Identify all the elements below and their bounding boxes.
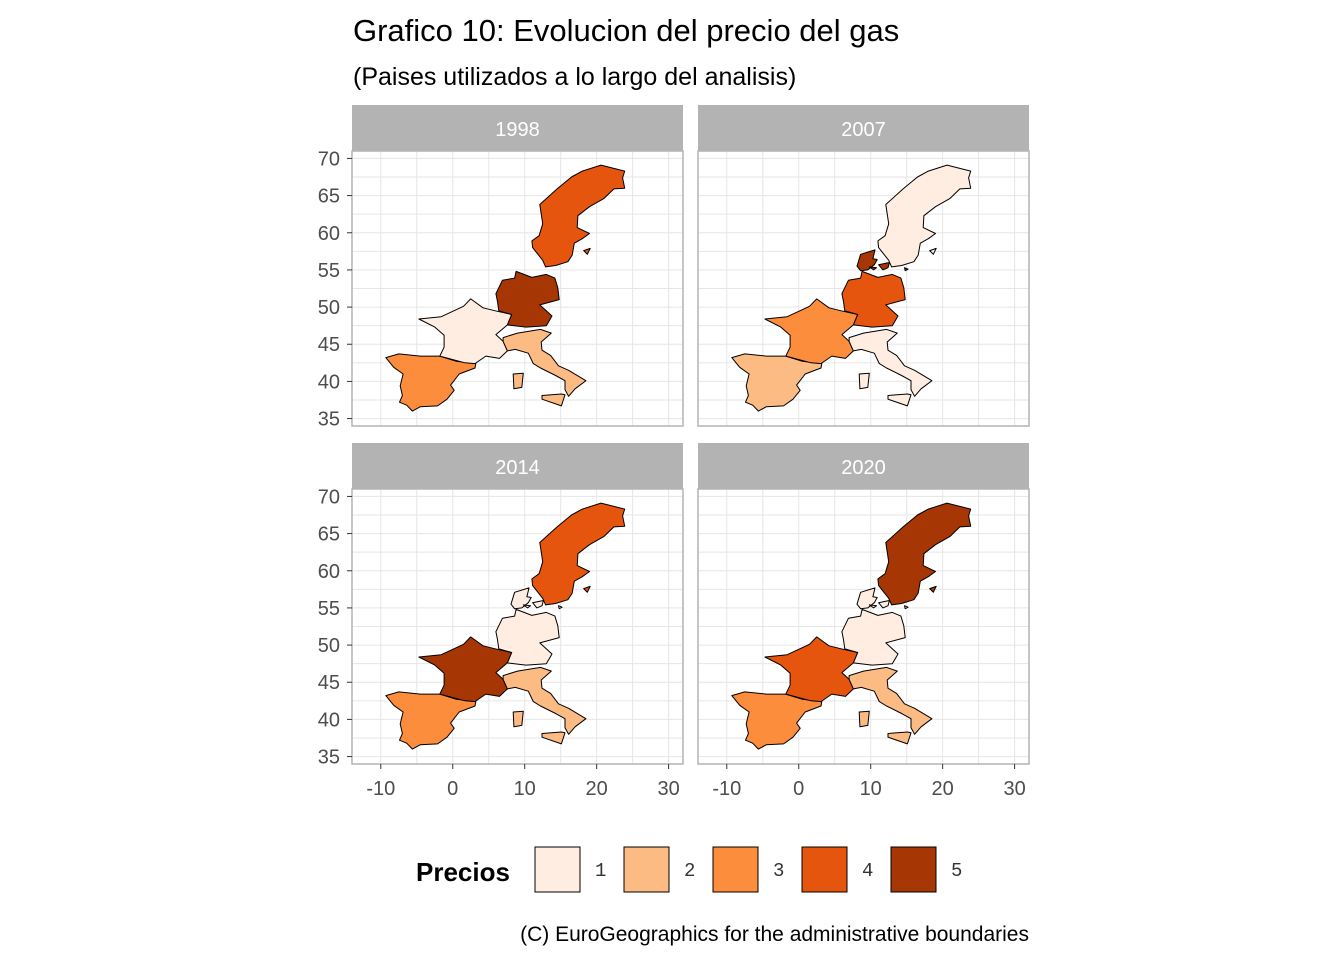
facet-panel-2014: 2014 bbox=[351, 443, 684, 765]
y-tick-label: 45 bbox=[318, 672, 340, 694]
map-1998 bbox=[385, 164, 626, 412]
country-italy bbox=[848, 328, 933, 407]
x-tick-label: 30 bbox=[657, 778, 679, 800]
facet-strip bbox=[698, 443, 1029, 489]
facet-strip-label: 2020 bbox=[841, 457, 886, 479]
x-tick-label: 20 bbox=[586, 778, 608, 800]
x-tick-label: 20 bbox=[932, 778, 954, 800]
x-axis: -10 0 10 20 30 -10 0 10 20 30 bbox=[366, 764, 1026, 800]
y-tick-label: 40 bbox=[318, 709, 340, 731]
panel-border bbox=[697, 150, 1030, 427]
legend-label: 4 bbox=[862, 860, 873, 882]
y-tick-label: 65 bbox=[318, 186, 340, 208]
map-2020 bbox=[731, 502, 972, 750]
facet-panel-2007: 2007 bbox=[697, 105, 1030, 427]
x-tick-label: 10 bbox=[860, 778, 882, 800]
panel-border bbox=[351, 150, 684, 427]
y-tick-label: 35 bbox=[318, 747, 340, 769]
country-germany bbox=[841, 608, 906, 666]
country-france bbox=[418, 636, 513, 703]
y-tick-label: 40 bbox=[318, 371, 340, 393]
y-tick-label: 50 bbox=[318, 635, 340, 657]
chart-subtitle: (Paises utilizados a lo largo del analis… bbox=[353, 63, 796, 91]
facet-strip-label: 2007 bbox=[841, 119, 886, 141]
country-italy bbox=[502, 666, 587, 745]
gridlines bbox=[698, 151, 1029, 426]
y-tick-label: 60 bbox=[318, 561, 340, 583]
y-tick-label: 50 bbox=[318, 297, 340, 319]
country-denmark bbox=[856, 249, 909, 272]
country-germany bbox=[841, 270, 906, 328]
country-germany bbox=[495, 608, 560, 666]
legend-swatch-4 bbox=[801, 846, 848, 893]
country-france bbox=[418, 298, 513, 365]
country-italy bbox=[848, 666, 933, 745]
legend-swatch-2 bbox=[623, 846, 670, 893]
legend-swatch-1 bbox=[534, 846, 581, 893]
country-denmark bbox=[510, 587, 563, 610]
legend-label: 1 bbox=[595, 860, 606, 882]
map-2007 bbox=[731, 164, 972, 412]
facet-panels: 1998 2007 2014 2020 bbox=[351, 105, 1030, 765]
facet-panel-1998: 1998 bbox=[351, 105, 684, 427]
facet-strip bbox=[352, 443, 683, 489]
y-axis: 70 65 60 55 50 45 40 35 70 65 60 55 50 45 40 35 bbox=[318, 148, 352, 769]
legend-title: Precios bbox=[416, 857, 510, 887]
facet-strip-label: 1998 bbox=[495, 119, 540, 141]
legend-label: 2 bbox=[684, 860, 695, 882]
facet-strip bbox=[352, 105, 683, 151]
country-germany bbox=[495, 270, 560, 328]
legend-label: 5 bbox=[951, 860, 962, 882]
x-tick-label: -10 bbox=[366, 778, 395, 800]
country-sweden bbox=[877, 502, 972, 606]
legend-label: 3 bbox=[773, 860, 784, 882]
country-france bbox=[764, 636, 859, 703]
chart-title: Grafico 10: Evolucion del precio del gas bbox=[353, 13, 899, 48]
y-tick-label: 70 bbox=[318, 486, 340, 508]
country-sweden bbox=[877, 164, 972, 268]
caption: (C) EuroGeographics for the administrati… bbox=[520, 923, 1029, 946]
x-tick-label: 10 bbox=[514, 778, 536, 800]
y-tick-label: 55 bbox=[318, 260, 340, 282]
y-tick-label: 55 bbox=[318, 598, 340, 620]
facet-panel-2020: 2020 bbox=[697, 443, 1030, 765]
panel-border bbox=[351, 488, 684, 765]
panel-border bbox=[697, 488, 1030, 765]
country-denmark bbox=[856, 587, 909, 610]
country-sweden bbox=[531, 502, 626, 606]
map-2014 bbox=[385, 502, 626, 750]
country-france bbox=[764, 298, 859, 365]
country-italy bbox=[502, 328, 587, 407]
legend-swatch-5 bbox=[890, 846, 937, 893]
y-tick-label: 70 bbox=[318, 148, 340, 170]
y-tick-label: 35 bbox=[318, 409, 340, 431]
legend: Precios 1 2 3 4 5 bbox=[416, 846, 962, 893]
y-tick-label: 65 bbox=[318, 524, 340, 546]
x-tick-label: 0 bbox=[793, 778, 804, 800]
facet-strip bbox=[698, 105, 1029, 151]
x-tick-label: 0 bbox=[447, 778, 458, 800]
x-tick-label: -10 bbox=[712, 778, 741, 800]
y-tick-label: 45 bbox=[318, 334, 340, 356]
country-sweden bbox=[531, 164, 626, 268]
y-tick-label: 60 bbox=[318, 223, 340, 245]
facet-strip-label: 2014 bbox=[495, 457, 540, 479]
x-tick-label: 30 bbox=[1003, 778, 1025, 800]
legend-swatch-3 bbox=[712, 846, 759, 893]
